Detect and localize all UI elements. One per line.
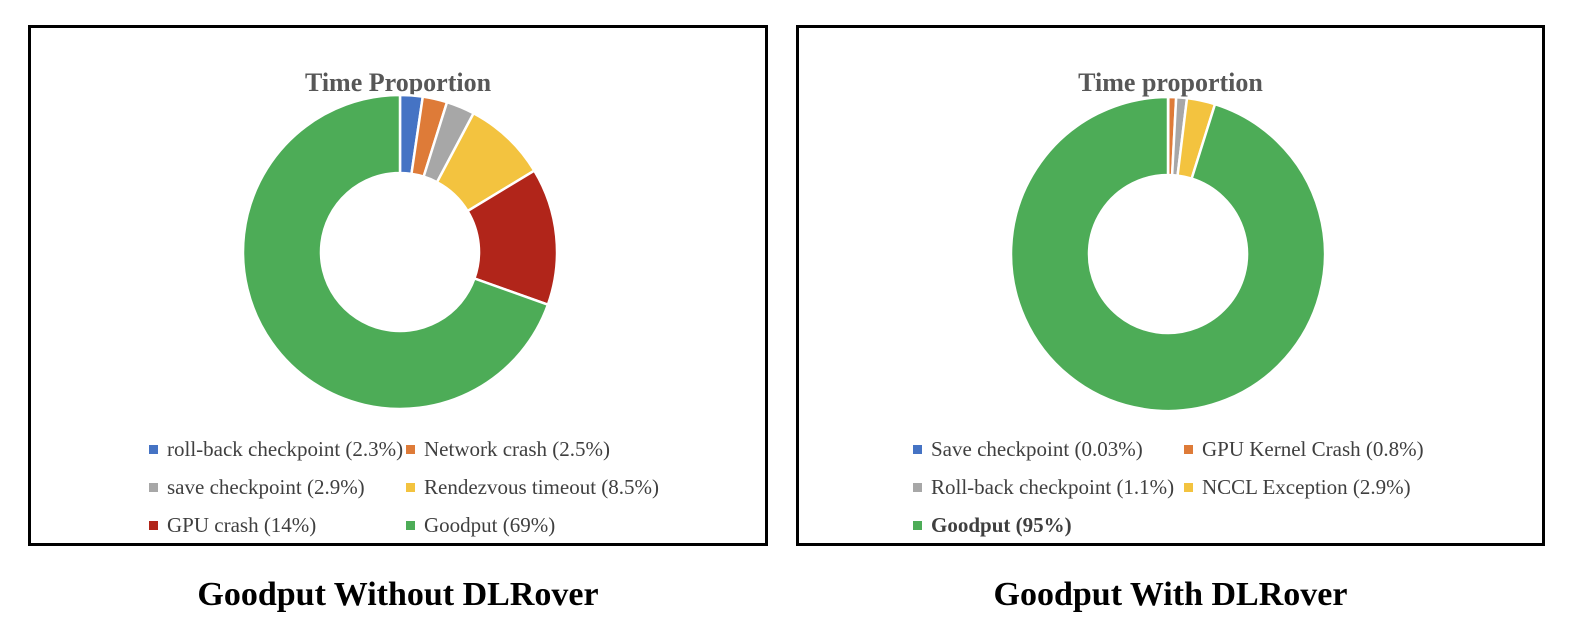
chart-title: Time Proportion [304,68,492,97]
legend-swatch-network-crash [406,444,415,454]
legend-label-nccl-exception: NCCL Exception (2.9%) [1202,474,1411,499]
legend-item-network-crash: Network crash (2.5%) [406,435,659,463]
legend-swatch-goodput [913,520,922,530]
legend-swatch-rendezvous-timeout [406,482,415,492]
legend-label-rendezvous-timeout: Rendezvous timeout (8.5%) [424,474,660,499]
legend-item-rendezvous-timeout: Rendezvous timeout (8.5%) [406,473,659,501]
legend-item-gpu-kernel-crash: GPU Kernel Crash (0.8%) [1184,435,1424,463]
donut-slice-goodput [241,93,550,411]
legend-swatch-gpu-crash [149,520,158,530]
legend-label-roll-back-checkpoint: roll-back checkpoint (2.3%) [167,436,404,461]
legend-swatch-save-checkpoint [149,482,158,492]
legend-label-network-crash: Network crash (2.5%) [424,436,611,461]
legend-label-gpu-kernel-crash: GPU Kernel Crash (0.8%) [1202,436,1424,461]
chart-legend: roll-back checkpoint (2.3%) Network crash… [149,435,659,539]
legend-label-save-checkpoint: save checkpoint (2.9%) [167,474,365,499]
legend-swatch-goodput [406,520,415,530]
legend-item-goodput: Goodput (69%) [406,511,659,539]
legend-item-nccl-exception: NCCL Exception (2.9%) [1184,473,1424,501]
legend-swatch-save-checkpoint [913,444,922,454]
legend-label-save-checkpoint: Save checkpoint (0.03%) [931,436,1143,461]
chart-panel-with-dlrover: Time proportion Save checkpoint (0.03%) G… [796,25,1545,546]
legend-swatch-gpu-kernel-crash [1184,444,1193,454]
donut-chart-without-dlrover [241,93,559,411]
donut-chart-with-dlrover [1009,95,1327,413]
legend-label-goodput: Goodput (95%) [931,512,1072,537]
legend-item-goodput: Goodput (95%) [913,511,1184,539]
legend-item-save-checkpoint: Save checkpoint (0.03%) [913,435,1184,463]
legend-swatch-roll-back-checkpoint [913,482,922,492]
legend-item-save-checkpoint: save checkpoint (2.9%) [149,473,406,501]
chart-panel-without-dlrover: Time Proportion roll-back checkpoint (2.… [28,25,768,546]
chart-legend: Save checkpoint (0.03%) GPU Kernel Crash … [913,435,1424,539]
legend-label-gpu-crash: GPU crash (14%) [167,512,317,537]
figure-caption-with-dlrover: Goodput With DLRover [993,576,1348,613]
legend-swatch-roll-back-checkpoint [149,444,158,454]
chart-title: Time proportion [1078,68,1263,97]
legend-item-roll-back-checkpoint: roll-back checkpoint (2.3%) [149,435,406,463]
legend-item-roll-back-checkpoint: Roll-back checkpoint (1.1%) [913,473,1184,501]
donut-slice-goodput [1009,95,1327,413]
legend-item-gpu-crash: GPU crash (14%) [149,511,406,539]
legend-label-roll-back-checkpoint: Roll-back checkpoint (1.1%) [931,474,1175,499]
figure-caption-without-dlrover: Goodput Without DLRover [197,576,599,613]
legend-label-goodput: Goodput (69%) [424,512,556,537]
legend-swatch-nccl-exception [1184,482,1193,492]
